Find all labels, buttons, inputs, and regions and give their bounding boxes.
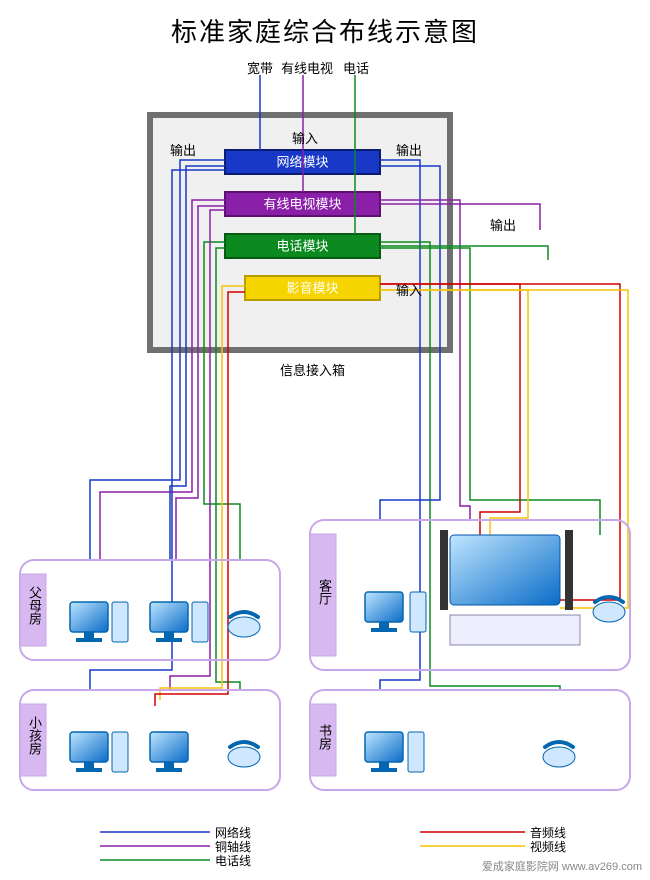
svg-text:影音模块: 影音模块 bbox=[286, 281, 338, 296]
out-left-label: 输出 bbox=[170, 140, 196, 159]
room-label-study: 书房 bbox=[315, 724, 334, 750]
box-label: 信息接入箱 bbox=[280, 360, 345, 379]
svg-text:电话模块: 电话模块 bbox=[276, 239, 328, 254]
input-phone-label: 电话 bbox=[343, 58, 369, 77]
legend-phone: 电话线 bbox=[215, 852, 251, 869]
input-broadband-label: 宽带 bbox=[247, 58, 273, 77]
in-top-label: 输入 bbox=[292, 128, 318, 147]
watermark: 爱成家庭影院网 www.av269.com bbox=[482, 858, 642, 874]
room-label-parents: 父母房 bbox=[25, 586, 44, 625]
out-right-label: 输出 bbox=[396, 140, 422, 159]
svg-text:有线电视模块: 有线电视模块 bbox=[263, 197, 341, 212]
legend-video: 视频线 bbox=[530, 838, 566, 855]
out-far-right-label: 输出 bbox=[490, 215, 516, 234]
room-label-living: 客厅 bbox=[315, 579, 334, 605]
room-label-kids: 小孩房 bbox=[25, 716, 44, 755]
input-catv-label: 有线电视 bbox=[281, 58, 333, 77]
legend-lines bbox=[100, 832, 525, 860]
in-av-label: 输入 bbox=[396, 280, 422, 299]
